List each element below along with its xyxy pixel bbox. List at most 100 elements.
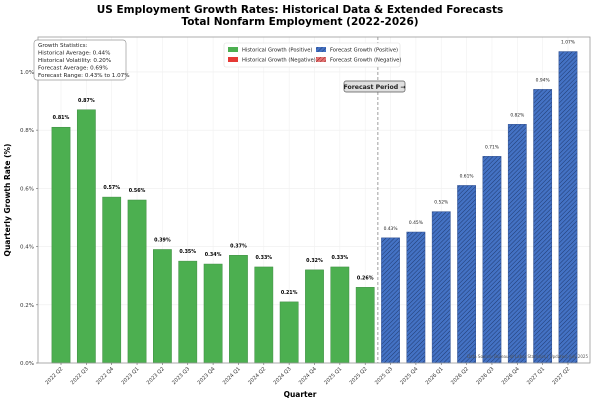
plot-frame [37, 36, 591, 364]
stats-line: Historical Average: 0.44% [38, 51, 110, 57]
y-axis-label: Quarterly Growth Rate (%) [3, 144, 12, 257]
y-tick-label: 0.6% [20, 186, 34, 192]
x-axis-label: Quarter [284, 390, 317, 399]
x-tick-label: 2024 Q1 [222, 366, 242, 386]
y-axis: 0.0% 0.2% 0.4% 0.6% 0.8% 1.0% [20, 70, 38, 367]
x-tick-label: 2022 Q2 [44, 366, 64, 386]
bar-value-label: 0.33% [255, 255, 272, 261]
bar-value-label: 0.45% [409, 220, 423, 226]
x-tick-label: 2023 Q3 [171, 366, 191, 386]
historical-bar [102, 196, 122, 364]
forecast-bar [558, 51, 578, 364]
stats-line: Growth Statistics: [38, 43, 88, 49]
bar-value-label: 0.56% [129, 188, 146, 194]
x-tick-label: 2025 Q2 [349, 366, 369, 386]
legend-swatch-forecast-negative [316, 57, 326, 62]
y-tick-label: 0.2% [20, 303, 34, 309]
legend-frame [223, 42, 401, 68]
source-note: Data Source: Bureau of Labor Statistics … [467, 354, 588, 359]
forecast-bar [381, 237, 400, 364]
forecast-bar [533, 89, 553, 364]
bar-value-label: 0.43% [384, 226, 398, 232]
x-tick-label: 2026 Q3 [475, 366, 495, 386]
bars [51, 51, 578, 364]
historical-bar [51, 126, 71, 364]
forecast-bar [482, 156, 502, 364]
x-tick-label: 2027 Q1 [526, 366, 546, 386]
bar-value-label: 0.52% [434, 200, 448, 206]
legend-label: Historical Growth (Positive) [242, 48, 312, 54]
historical-bar [229, 255, 248, 364]
x-tick-label: 2025 Q4 [399, 366, 419, 386]
bar-value-label: 0.61% [460, 173, 474, 179]
bar-value-label: 0.21% [281, 290, 298, 296]
historical-bar [254, 266, 274, 364]
forecast-period-label: Forecast Period → [343, 84, 405, 91]
x-tick-label: 2026 Q1 [425, 366, 445, 386]
x-tick-label: 2027 Q2 [551, 366, 571, 386]
x-tick-label: 2024 Q4 [298, 366, 318, 386]
bar-value-label: 0.37% [230, 243, 247, 249]
bar-value-label: 0.57% [103, 185, 120, 191]
legend-swatch-forecast-positive [316, 47, 326, 52]
x-tick-label: 2023 Q4 [197, 366, 217, 386]
x-tick-label: 2023 Q2 [146, 366, 166, 386]
legend-label: Historical Growth (Negative) [242, 58, 316, 64]
stats-line: Historical Volatility: 0.20% [38, 58, 111, 64]
legend-label: Forecast Growth (Positive) [330, 48, 398, 54]
forecast-bar [507, 124, 527, 364]
x-tick-label: 2023 Q1 [120, 366, 140, 386]
bar-value-label: 0.26% [357, 275, 374, 281]
historical-bar [178, 260, 198, 364]
stats-line: Forecast Range: 0.43% to 1.07% [38, 73, 130, 79]
x-tick-label: 2022 Q3 [70, 366, 90, 386]
x-tick-label: 2022 Q4 [95, 366, 115, 386]
forecast-period-box [343, 80, 406, 93]
historical-bar [153, 249, 172, 364]
bar-value-label: 0.82% [510, 112, 524, 118]
bar-value-label: 0.32% [306, 258, 323, 264]
bar-value-label: 0.34% [205, 252, 222, 258]
bar-value-label: 0.35% [179, 249, 196, 255]
historical-bar [279, 301, 299, 364]
forecast-bar [406, 231, 426, 364]
bar-value-label: 0.87% [78, 98, 95, 104]
bar-value-label: 0.81% [53, 115, 70, 121]
forecast-bar [431, 211, 451, 364]
x-tick-label: 2026 Q2 [450, 366, 470, 386]
bar-value-label: 0.39% [154, 237, 171, 243]
y-tick-label: 0.0% [20, 361, 34, 367]
x-tick-label: 2024 Q3 [273, 366, 293, 386]
x-tick-label: 2026 Q4 [501, 366, 521, 386]
bar-value-label: 0.33% [332, 255, 349, 261]
y-tick-label: 1.0% [20, 70, 34, 76]
historical-bar [127, 199, 147, 364]
chart-title: US Employment Growth Rates: Historical D… [97, 4, 504, 16]
forecast-period-annotation: Forecast Period → [343, 80, 406, 93]
bar-value-label: 0.71% [485, 144, 499, 150]
stats-box-frame [33, 39, 127, 81]
historical-bar [330, 266, 350, 364]
bar-value-label: 1.07% [561, 40, 575, 46]
x-tick-label: 2025 Q1 [323, 366, 343, 386]
legend-label: Forecast Growth (Negative) [330, 58, 401, 64]
legend-swatch-historical-positive [228, 47, 238, 52]
legend-swatch-historical-negative [228, 57, 238, 62]
stats-line: Forecast Average: 0.69% [38, 66, 108, 72]
x-axis: 2022 Q2 2022 Q3 2022 Q4 2023 Q1 2023 Q2 2023 … [44, 363, 571, 386]
historical-bar [203, 263, 223, 364]
x-tick-label: 2024 Q2 [247, 366, 267, 386]
x-tick-label: 2025 Q3 [374, 366, 394, 386]
y-tick-label: 0.4% [20, 245, 34, 251]
stats-box: Growth Statistics: Historical Average: 0… [33, 39, 130, 81]
historical-bar [76, 109, 96, 364]
historical-bar [305, 269, 324, 364]
historical-bar [355, 287, 375, 364]
bar-value-label: 0.94% [536, 77, 550, 83]
forecast-bar [457, 185, 476, 364]
chart-subtitle: Total Nonfarm Employment (2022-2026) [181, 16, 418, 28]
bar-labels: 0.81% 0.87% 0.57% 0.56% 0.39% 0.35% 0.34% 0.37%… [53, 40, 575, 296]
y-tick-label: 0.8% [20, 128, 34, 134]
legend: Historical Growth (Positive) Historical … [223, 42, 401, 68]
